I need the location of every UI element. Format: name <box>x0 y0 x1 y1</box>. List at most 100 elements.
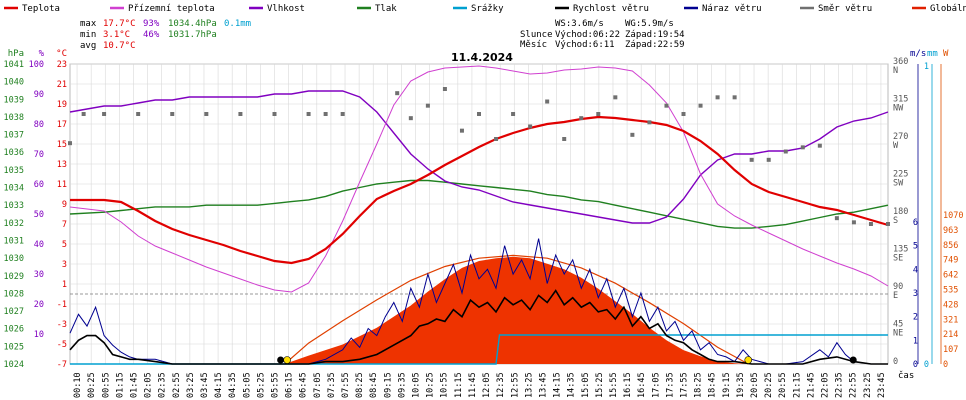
hpa-tick-label: 1027 <box>4 307 24 317</box>
x-tick-label: 14:15 <box>553 372 563 398</box>
x-tick-label: 00:55 <box>101 372 111 398</box>
stat-max-rain: 0.1mm <box>224 19 251 29</box>
direction-tick-label: 0 <box>893 357 898 367</box>
unit-pct: % <box>39 49 45 59</box>
wind-direction-point <box>340 112 345 116</box>
legend-label: Náraz větru <box>702 4 762 14</box>
degc-tick-label: 3 <box>62 260 67 270</box>
degc-tick-label: -1 <box>57 300 67 310</box>
direction-tick-label: 225 <box>893 170 908 180</box>
degc-tick-label: 1 <box>62 280 67 290</box>
x-tick-label: 02:55 <box>172 372 182 398</box>
hpa-tick-label: 1040 <box>4 78 24 88</box>
hpa-tick-label: 1031 <box>4 236 24 246</box>
pct-tick-label: 10 <box>34 330 44 340</box>
hpa-tick-label: 1036 <box>4 148 24 158</box>
degc-tick-label: -5 <box>57 340 67 350</box>
sun-label: Slunce <box>520 30 553 40</box>
x-tick-label: 01:15 <box>115 372 125 398</box>
wind-direction-point <box>204 112 209 116</box>
x-tick-label: 00:25 <box>87 372 97 398</box>
legend-label: Teplota <box>22 4 60 14</box>
x-tick-label: 03:25 <box>186 372 196 398</box>
direction-tick-label: 45 <box>893 320 903 330</box>
direction-tick-label: 180 <box>893 207 908 217</box>
wind-wg: WG:5.9m/s <box>625 19 674 29</box>
degc-tick-label: 13 <box>57 160 67 170</box>
wind-direction-point <box>442 87 447 91</box>
wind-direction-point <box>886 222 890 226</box>
moon-set: Západ:22:59 <box>625 40 685 50</box>
wind-direction-point <box>613 95 618 100</box>
pct-tick-label: 40 <box>34 240 44 250</box>
direction-tick-label: 135 <box>893 245 908 255</box>
x-tick-label: 08:25 <box>355 372 365 398</box>
degc-tick-label: -7 <box>57 360 67 370</box>
stat-max-hum: 93% <box>143 19 160 29</box>
w-tick-label: 535 <box>943 286 958 296</box>
w-tick-label: 214 <box>943 330 958 340</box>
w-tick-label: 856 <box>943 241 958 251</box>
hpa-tick-label: 1029 <box>4 272 24 282</box>
hpa-tick-label: 1028 <box>4 289 24 299</box>
sunrise-marker <box>283 356 291 364</box>
stat-min-label: min <box>80 30 96 40</box>
hpa-tick-label: 1041 <box>4 60 24 70</box>
x-axis-unit: čas <box>898 370 914 381</box>
ms-tick-label: 1 <box>913 336 918 346</box>
unit-w: W <box>943 49 949 59</box>
stat-max-temp: 17.7°C <box>103 19 136 29</box>
x-tick-label: 07:05 <box>313 372 323 398</box>
wind-direction-point <box>494 137 499 141</box>
stat-min-temp: 3.1°C <box>103 30 130 40</box>
degc-tick-label: 11 <box>57 180 67 190</box>
pct-tick-label: 50 <box>34 210 44 220</box>
degc-tick-label: 17 <box>57 120 67 130</box>
x-tick-label: 02:05 <box>144 372 154 398</box>
stat-min-hum: 46% <box>143 30 160 40</box>
wind-direction-point <box>800 145 805 150</box>
hpa-tick-label: 1024 <box>4 360 24 370</box>
hpa-tick-label: 1026 <box>4 325 24 335</box>
degc-tick-label: 19 <box>57 100 67 110</box>
unit-mm: mm <box>927 49 938 59</box>
x-tick-label: 10:05 <box>412 372 422 398</box>
mm-tick-label: 1 <box>924 62 929 72</box>
direction-compass-label: E <box>893 291 898 301</box>
hpa-tick-label: 1033 <box>4 201 24 211</box>
legend-label: Směr větru <box>818 4 872 14</box>
hpa-tick-label: 1032 <box>4 219 24 229</box>
wind-direction-point <box>68 141 72 146</box>
hpa-tick-label: 1039 <box>4 95 24 105</box>
w-tick-label: 1070 <box>943 211 963 221</box>
wind-direction-point <box>528 124 533 129</box>
series-humidity <box>69 90 889 224</box>
degc-tick-label: 15 <box>57 140 67 150</box>
wind-direction-point <box>868 222 873 226</box>
x-tick-label: 12:05 <box>482 372 492 398</box>
legend-label: Globální záření <box>930 4 966 14</box>
degc-tick-label: 5 <box>62 240 67 250</box>
x-tick-label: 12:55 <box>510 372 520 398</box>
sun-rise: Východ:06:22 <box>555 30 620 40</box>
wind-direction-point <box>834 216 839 221</box>
wind-direction-point <box>817 143 822 148</box>
stat-avg-label: avg <box>80 41 96 51</box>
x-tick-label: 16:45 <box>637 372 647 398</box>
x-tick-label: 22:35 <box>835 372 845 398</box>
x-tick-label: 05:55 <box>271 372 281 398</box>
x-tick-label: 05:25 <box>256 372 266 398</box>
wind-direction-point <box>630 132 635 137</box>
x-tick-label: 20:55 <box>778 372 788 398</box>
ms-tick-label: 4 <box>913 265 918 275</box>
stat-min-press: 1031.7hPa <box>168 30 217 40</box>
pct-tick-label: 20 <box>34 300 44 310</box>
x-tick-label: 19:35 <box>736 372 746 398</box>
wind-direction-point <box>395 91 400 96</box>
sunset-marker <box>744 356 753 364</box>
direction-compass-label: W <box>893 141 899 151</box>
series-wind-speed <box>69 289 888 365</box>
series-radiation-max <box>284 254 749 365</box>
wind-direction-point <box>102 112 107 116</box>
x-tick-label: 06:45 <box>299 372 309 398</box>
